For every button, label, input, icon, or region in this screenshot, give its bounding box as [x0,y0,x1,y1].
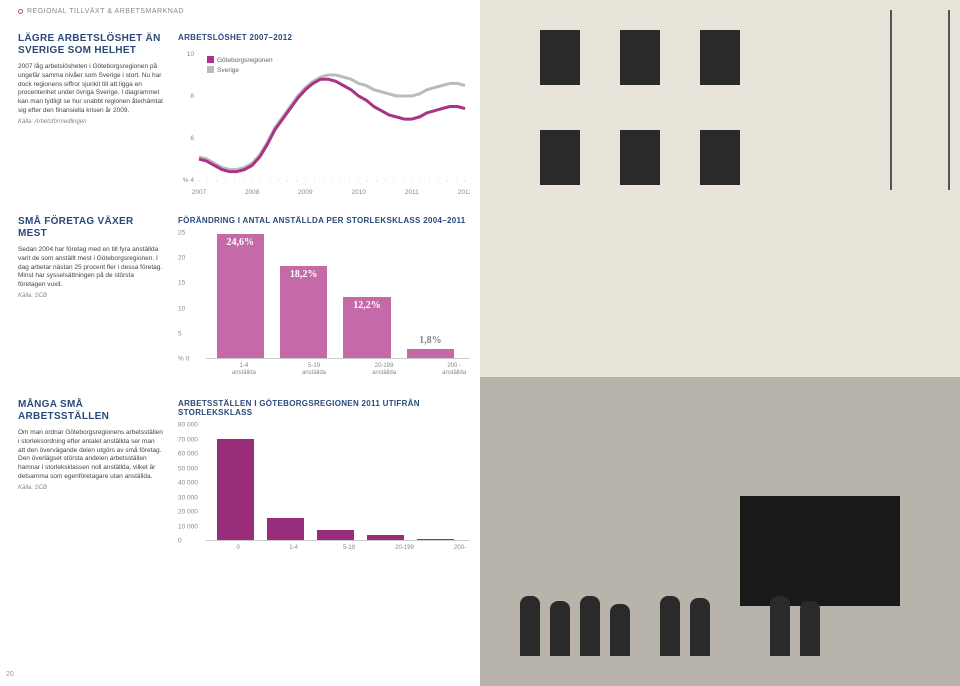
breadcrumb: REGIONAL TILLVÄXT & ARBETSMARKNAD [18,8,470,15]
page-number: 20 [6,671,14,678]
section3-source: Källa: SCB [18,485,163,491]
svg-text:2008: 2008 [245,189,260,196]
section3-body: Om man ordnar Göteborgsregionens arbetss… [18,429,163,482]
svg-text:6: 6 [190,135,194,142]
svg-text:2012: 2012 [458,189,470,196]
chart3-title: ARBETSSTÄLLEN I GÖTEBORGSREGIONEN 2011 U… [178,399,470,417]
employees-change-bar-chart: % 051015202524,6%18,2%12,2%1,8%1-4anstäl… [178,231,470,381]
section-small-companies: SMÅ FÖRETAG VÄXER MEST Sedan 2004 har fö… [18,216,470,381]
svg-text:10: 10 [187,51,195,58]
section1-heading: LÄGRE ARBETSLÖSHET ÄN SVERIGE SOM HELHET [18,33,163,57]
section3-heading: MÅNGA SMÅ ARBETSSTÄLLEN [18,399,163,423]
section2-heading: SMÅ FÖRETAG VÄXER MEST [18,216,163,240]
svg-text:8: 8 [190,93,194,100]
breadcrumb-text: REGIONAL TILLVÄXT & ARBETSMARKNAD [27,8,184,15]
svg-text:2007: 2007 [192,189,207,196]
svg-text:2010: 2010 [351,189,366,196]
svg-text:% 4: % 4 [183,177,195,184]
chart1-title: ARBETSLÖSHET 2007–2012 [178,33,470,42]
section1-source: Källa: Arbetsförmedlingen [18,119,163,125]
breadcrumb-dot [18,9,23,14]
unemployment-line-chart: % 4 6 8 10 2007 2008 2009 2010 2011 2012 Göteborgs… [178,48,470,198]
section2-source: Källa: SCB [18,293,163,299]
chart2-title: FÖRÄNDRING I ANTAL ANSTÄLLDA PER STORLEK… [178,216,470,225]
section-workplaces: MÅNGA SMÅ ARBETSSTÄLLEN Om man ordnar Gö… [18,399,470,563]
section1-body: 2007 låg arbetslösheten i Göteborgsregio… [18,63,163,116]
section2-body: Sedan 2004 har företag med en till fyra … [18,246,163,290]
svg-text:2009: 2009 [298,189,313,196]
svg-text:2011: 2011 [405,189,419,196]
photo-panel [480,0,960,686]
workplaces-bar-chart: 010 00020 00030 00040 00050 00060 00070 … [178,423,470,563]
section-unemployment: LÄGRE ARBETSLÖSHET ÄN SVERIGE SOM HELHET… [18,33,470,198]
svg-text:Göteborgsregionen: Göteborgsregionen [217,57,273,64]
svg-text:Sverige: Sverige [217,67,239,74]
